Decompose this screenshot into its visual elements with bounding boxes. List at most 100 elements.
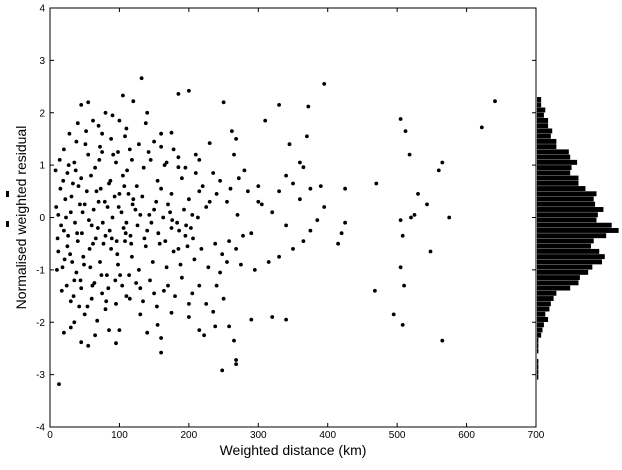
scatter-point [277,189,281,194]
scatter-point [150,260,155,264]
scatter-point [236,176,241,181]
scatter-point [100,291,104,296]
histogram-bar [537,112,544,118]
scatter-point [96,226,100,230]
legend-marker [6,191,9,197]
scatter-point [221,296,226,301]
scatter-point [55,236,60,241]
scatter-point [447,215,452,220]
histogram-bar [537,175,579,181]
x-tick-label: 500 [389,430,406,441]
scatter-point [64,283,69,288]
scatter-point [112,194,117,199]
scatter-point [71,181,75,186]
scatter-point [121,173,125,178]
scatter-point [214,283,219,288]
scatter-point [191,236,195,241]
scatter-point [117,192,122,196]
scatter-point [114,341,118,346]
scatter-point [211,171,216,175]
scatter-point [180,275,184,280]
histogram-bar [537,322,544,328]
scatter-point [119,210,124,215]
scatter-point [139,76,144,81]
scatter-point [141,165,146,170]
scatter-point [479,125,484,130]
scatter-point [62,330,66,335]
scatter-point [77,304,82,309]
scatter-point [232,152,236,157]
scatter-point [428,249,433,254]
y-tick-label: 2 [39,108,45,119]
histogram-bar [537,337,539,343]
scatter-point [78,278,83,283]
scatter-point [398,265,403,270]
scatter-point [75,239,80,244]
scatter-point [57,158,62,162]
histogram-bar [537,248,600,254]
scatter-point [56,249,61,254]
histogram-bar [537,165,572,171]
histogram-bar [537,212,598,218]
scatter-point [80,210,85,215]
scatter-point [145,110,150,115]
y-tick-label: -1 [36,265,45,276]
scatter-point [184,223,189,228]
scatter-point [204,302,209,306]
scatter-point [68,299,73,304]
scatter-point [60,265,65,270]
histogram-bar [537,311,546,317]
scatter-point [230,129,234,134]
scatter-point [183,165,188,170]
scatter-point [80,231,84,236]
scatter-point [82,312,87,317]
scatter-point [110,113,115,118]
scatter-point [232,338,236,343]
scatter-point [87,247,92,251]
scatter-point [343,186,347,191]
scatter-point [298,160,302,165]
y-tick-label: 0 [39,213,45,224]
scatter-point [169,130,174,135]
scatter-point [126,192,131,196]
scatter-point [71,294,76,298]
histogram-bar [537,364,539,370]
scatter-point [138,312,143,317]
scatter-point [154,199,159,204]
scatter-point [56,213,61,217]
scatter-point [211,309,216,314]
scatter-point [125,168,129,173]
scatter-point [124,220,129,225]
histogram-bar [537,259,603,265]
scatter-point [57,382,61,386]
scatter-point [270,315,275,319]
scatter-point [131,197,136,202]
scatter-point [141,299,145,304]
scatter-point [259,202,264,207]
scatter-point [110,215,115,220]
scatter-point [53,168,58,173]
scatter-point [130,158,134,162]
scatter-point [65,244,70,249]
scatter-point [199,247,204,251]
scatter-point [187,197,191,202]
scatter-point [373,288,377,293]
histogram-bar [537,201,596,207]
histogram-bar [537,348,539,354]
scatter-point [402,283,406,288]
scatter-point [92,281,97,285]
scatter-point [127,273,131,277]
scatter-point [180,176,184,181]
scatter-point [97,158,102,162]
scatter-point [374,181,379,186]
scatter-point [221,100,226,105]
scatter-point [54,205,59,209]
scatter-point [58,186,63,191]
scatter-point [407,152,412,157]
scatter-point [416,192,420,196]
scatter-point [291,181,295,186]
scatter-point [162,288,166,293]
scatter-point [308,228,313,233]
scatter-point [193,171,198,175]
scatter-point [336,241,340,246]
